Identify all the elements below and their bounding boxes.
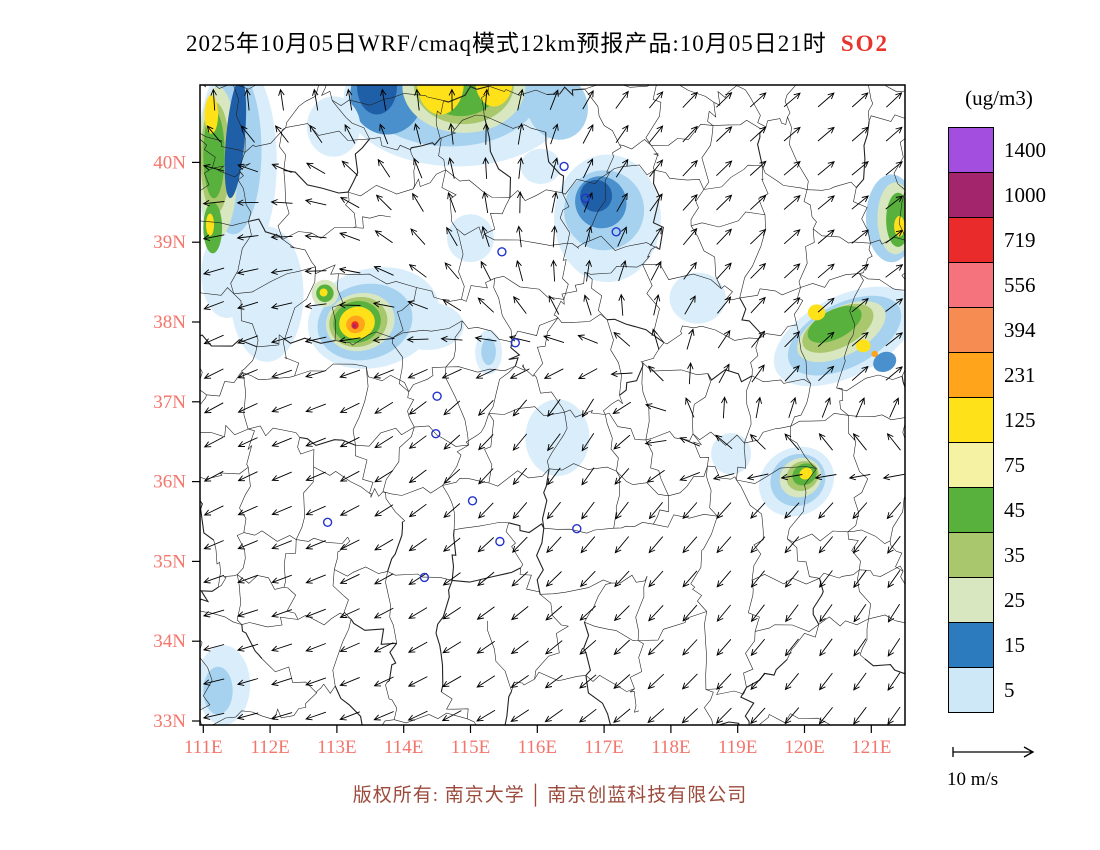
legend-swatch xyxy=(948,487,994,533)
copyright-left: 版权所有: 南京大学 xyxy=(352,785,525,806)
y-axis-label: 35N xyxy=(153,551,186,572)
legend-value: 1000 xyxy=(1004,182,1046,207)
legend-swatch xyxy=(948,397,994,443)
y-axis-label: 34N xyxy=(153,631,186,652)
legend-value: 25 xyxy=(1004,587,1025,612)
species-label: SO2 xyxy=(840,31,889,56)
x-axis-label: 113E xyxy=(317,737,356,758)
legend-level: 556 xyxy=(948,262,1046,308)
copyright-right: 南京创蓝科技有限公司 xyxy=(547,785,748,806)
city-marker xyxy=(497,247,507,257)
x-axis-label: 112E xyxy=(250,737,289,758)
legend-level: 25 xyxy=(948,577,1046,623)
city-marker xyxy=(419,572,430,583)
legend-level: 75 xyxy=(948,442,1046,488)
legend-value: 719 xyxy=(1004,227,1036,252)
x-axis-label: 114E xyxy=(384,737,423,758)
y-axis-label: 33N xyxy=(153,711,186,732)
city-marker xyxy=(559,161,569,172)
map-frame xyxy=(199,84,906,726)
legend-level: 394 xyxy=(948,307,1046,353)
legend-value: 15 xyxy=(1004,632,1025,657)
x-axis-label: 119E xyxy=(718,737,757,758)
legend-swatch xyxy=(948,307,994,353)
legend-swatch xyxy=(948,667,994,713)
legend-level: 45 xyxy=(948,487,1046,533)
city-marker xyxy=(322,517,333,527)
wind-scale-arrow-icon xyxy=(952,746,1035,758)
legend-level: 5 xyxy=(948,667,1046,713)
city-marker xyxy=(495,536,505,547)
legend-value: 1400 xyxy=(1004,137,1046,162)
legend-level: 125 xyxy=(948,397,1046,443)
legend-value: 394 xyxy=(1004,317,1036,342)
x-axis-label: 111E xyxy=(184,737,223,758)
colorbar-legend: 1400 1000 719 556 394 231 125 75 45 35 25 15 5 xyxy=(948,127,1046,713)
legend-value: 35 xyxy=(1004,542,1025,567)
legend-value: 125 xyxy=(1004,407,1036,432)
city-marker xyxy=(572,524,582,534)
x-axis-label: 118E xyxy=(651,737,690,758)
city-marker xyxy=(510,338,520,348)
legend-swatch xyxy=(948,352,994,398)
legend-value: 231 xyxy=(1004,362,1036,387)
legend-swatch xyxy=(948,217,994,263)
legend-swatch xyxy=(948,577,994,623)
city-marker xyxy=(432,391,442,401)
copyright-separator: │ xyxy=(528,785,544,806)
legend-level: 15 xyxy=(948,622,1046,668)
copyright: 版权所有: 南京大学 │ 南京创蓝科技有限公司 xyxy=(0,780,1100,807)
x-axis-label: 117E xyxy=(584,737,623,758)
forecast-title: 2025年10月05日WRF/cmaq模式12km预报产品:10月05日21时 xyxy=(185,31,827,56)
city-marker xyxy=(467,496,478,506)
legend-swatch xyxy=(948,172,994,218)
legend-swatch xyxy=(948,262,994,308)
legend-level: 1400 xyxy=(948,127,1046,173)
y-axis-label: 37N xyxy=(153,392,186,413)
axis-labels: 40N 39N 38N 37N 36N 35N 34N 33N 111E 112E 113E 114E… xyxy=(153,152,891,758)
wind-scale-label: 10 m/s xyxy=(947,769,999,790)
legend-level: 719 xyxy=(948,217,1046,263)
axis-ticks xyxy=(192,161,872,733)
legend-value: 45 xyxy=(1004,497,1025,522)
legend-swatch xyxy=(948,127,994,173)
x-axis-label: 120E xyxy=(784,737,824,758)
legend-value: 5 xyxy=(1004,677,1015,702)
city-marker xyxy=(611,227,621,237)
y-axis-label: 36N xyxy=(153,472,186,493)
wind-scale: 10 m/s xyxy=(945,740,1085,791)
x-axis-label: 121E xyxy=(851,737,891,758)
x-axis-label: 115E xyxy=(451,737,490,758)
page-title: 2025年10月05日WRF/cmaq模式12km预报产品:10月05日21时 S… xyxy=(0,24,1075,58)
legend-level: 35 xyxy=(948,532,1046,578)
legend-level: 1000 xyxy=(948,172,1046,218)
legend-unit-label: (ug/m3) xyxy=(965,86,1033,110)
y-axis-label: 39N xyxy=(153,232,186,253)
city-markers xyxy=(322,161,621,583)
y-axis-label: 38N xyxy=(153,312,186,333)
legend-swatch xyxy=(948,622,994,668)
x-axis-label: 116E xyxy=(518,737,557,758)
y-axis-label: 40N xyxy=(153,152,186,173)
legend-value: 556 xyxy=(1004,272,1036,297)
legend-swatch xyxy=(948,532,994,578)
city-marker xyxy=(431,429,441,439)
wind-vectors xyxy=(202,88,905,725)
city-marker xyxy=(580,193,591,204)
legend-level: 231 xyxy=(948,352,1046,398)
legend-value: 75 xyxy=(1004,452,1025,477)
legend-swatch xyxy=(948,442,994,488)
admin-boundaries xyxy=(200,85,905,725)
pollution-contours xyxy=(200,85,905,725)
